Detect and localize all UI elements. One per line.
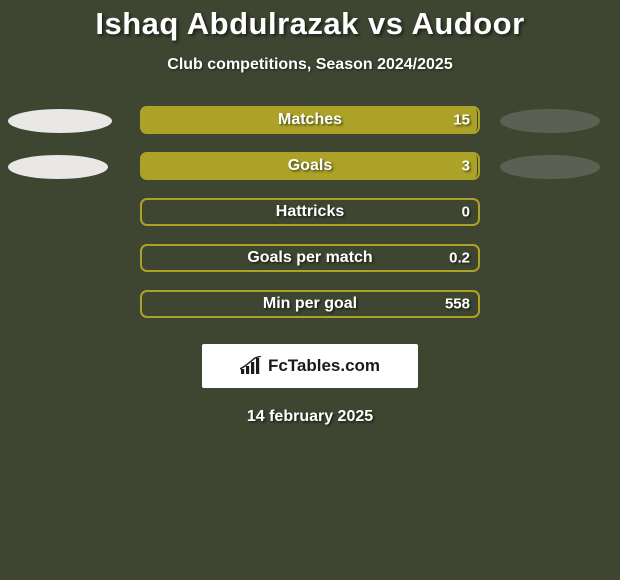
- metric-label: Goals per match: [247, 249, 372, 267]
- source-badge-text: FcTables.com: [268, 356, 380, 376]
- metric-row: Goals per match 0.2: [0, 244, 620, 274]
- right-indicator-ellipse: [500, 155, 600, 179]
- metric-label: Min per goal: [263, 295, 357, 313]
- metric-value: 3: [462, 158, 470, 175]
- metric-row: Matches 15: [0, 106, 620, 136]
- page-subtitle: Club competitions, Season 2024/2025: [0, 56, 620, 74]
- metric-label: Goals: [288, 157, 332, 175]
- metric-bar: Goals per match 0.2: [140, 244, 480, 272]
- metric-row: Goals 3: [0, 152, 620, 182]
- metric-value: 0.2: [449, 250, 470, 267]
- chart-icon: [240, 356, 264, 376]
- left-indicator-ellipse: [8, 155, 108, 179]
- metric-value: 0: [462, 204, 470, 221]
- metric-row: Min per goal 558: [0, 290, 620, 320]
- metric-bar: Matches 15: [140, 106, 480, 134]
- metric-label: Matches: [278, 111, 342, 129]
- metric-bar: Hattricks 0: [140, 198, 480, 226]
- metric-value: 15: [453, 112, 470, 129]
- right-indicator-ellipse: [500, 109, 600, 133]
- source-badge[interactable]: FcTables.com: [202, 344, 418, 388]
- metric-row: Hattricks 0: [0, 198, 620, 228]
- metric-bar: Goals 3: [140, 152, 480, 180]
- page-title: Ishaq Abdulrazak vs Audoor: [0, 6, 620, 42]
- comparison-card: Ishaq Abdulrazak vs Audoor Club competit…: [0, 0, 620, 580]
- metric-value: 558: [445, 296, 470, 313]
- left-indicator-ellipse: [8, 109, 112, 133]
- date-label: 14 february 2025: [0, 408, 620, 426]
- metrics-list: Matches 15 Goals 3 Hattricks 0 Goals per match…: [0, 106, 620, 320]
- metric-label: Hattricks: [276, 203, 344, 221]
- metric-bar: Min per goal 558: [140, 290, 480, 318]
